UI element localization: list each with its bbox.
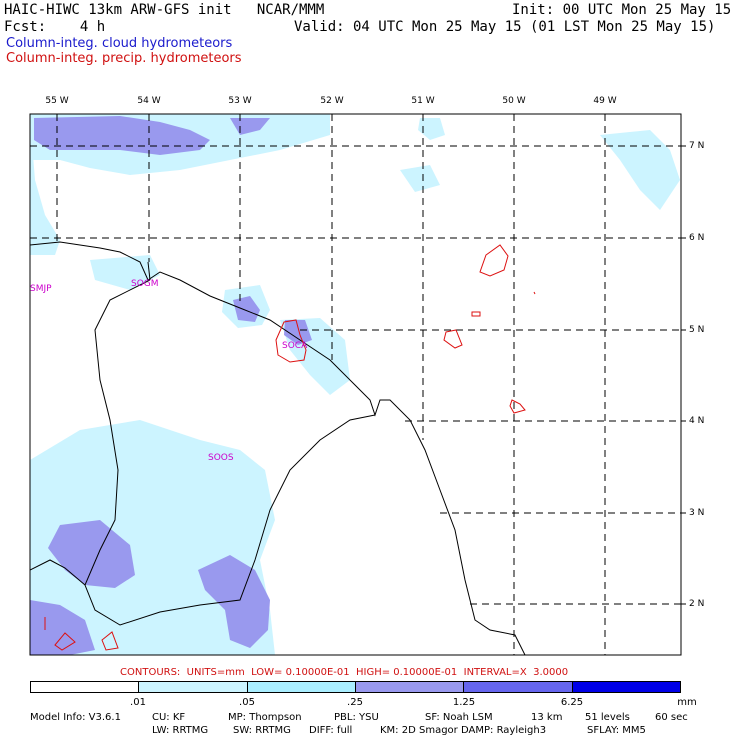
- lat-label-7n: 7 N: [689, 141, 705, 151]
- field-precip-label: Column-integ. precip. hydrometeors: [6, 51, 242, 66]
- forecast-hour: Fcst: 4 h: [4, 19, 106, 35]
- footer-damp: DAMP: Rayleigh3: [461, 725, 547, 736]
- product-title: HAIC-HIWC 13km ARW-GFS init NCAR/MMM: [4, 2, 325, 18]
- lat-label-3n: 3 N: [689, 508, 705, 518]
- footer-sflay: SFLAY: MM5: [587, 725, 646, 736]
- lat-label-5n: 5 N: [689, 325, 705, 335]
- lon-label-53w: 53 W: [228, 96, 252, 106]
- colorbar-bin-4: [464, 682, 573, 692]
- colorbar-label-625: 6.25: [560, 697, 584, 708]
- footer-km: KM: 2D Smagor: [380, 725, 458, 736]
- footer-mp: MP: Thompson: [228, 712, 302, 723]
- colorbar-label-001: .01: [130, 697, 146, 708]
- contours-info: CONTOURS: UNITS=mm LOW= 0.10000E-01 HIGH…: [120, 667, 569, 678]
- precip-contours: [44, 244, 536, 651]
- lon-label-52w: 52 W: [320, 96, 344, 106]
- lon-label-54w: 54 W: [137, 96, 161, 106]
- coastline: [30, 241, 526, 655]
- colorbar-bin-3: [355, 682, 465, 692]
- footer-diff: DIFF: full: [309, 725, 353, 736]
- station-soca: SOCA: [282, 341, 308, 351]
- station-sogm: SOGM: [131, 279, 159, 289]
- station-soos: SOOS: [208, 453, 234, 463]
- field-cloud-label: Column-integ. cloud hydrometeors: [6, 36, 233, 51]
- colorbar: [30, 681, 681, 693]
- footer-pbl: PBL: YSU: [334, 712, 379, 723]
- lat-label-2n: 2 N: [689, 599, 705, 609]
- footer-lw: LW: RRTMG: [152, 725, 209, 736]
- lat-label-4n: 4 N: [689, 416, 705, 426]
- colorbar-bin-1: [139, 682, 248, 692]
- lat-label-6n: 6 N: [689, 233, 705, 243]
- colorbar-label-125: 1.25: [452, 697, 476, 708]
- valid-time: Valid: 04 UTC Mon 25 May 15 (01 LST Mon …: [294, 19, 716, 35]
- colorbar-label-025: .25: [347, 697, 363, 708]
- colorbar-units: mm: [677, 697, 697, 708]
- colorbar-bin-5: [572, 682, 680, 692]
- lon-label-50w: 50 W: [502, 96, 526, 106]
- colorbar-bin-2: [247, 682, 356, 692]
- lon-label-51w: 51 W: [411, 96, 435, 106]
- lon-label-55w: 55 W: [45, 96, 69, 106]
- colorbar-bin-0: [31, 682, 140, 692]
- init-time: Init: 00 UTC Mon 25 May 15: [512, 2, 732, 18]
- footer-levels: 51 levels: [585, 712, 630, 723]
- colorbar-label-005: .05: [239, 697, 255, 708]
- footer-sw: SW: RRTMG: [233, 725, 291, 736]
- footer-model-info: Model Info: V3.6.1: [30, 712, 121, 723]
- lon-label-49w: 49 W: [593, 96, 617, 106]
- station-smjp: SMJP: [30, 284, 52, 294]
- cloud-mid-shading: [30, 116, 312, 655]
- footer-sf: SF: Noah LSM: [425, 712, 493, 723]
- graticule: [30, 114, 681, 655]
- footer-resolution: 13 km: [531, 712, 563, 723]
- footer-cu: CU: KF: [152, 712, 186, 723]
- footer-timestep: 60 sec: [655, 712, 688, 723]
